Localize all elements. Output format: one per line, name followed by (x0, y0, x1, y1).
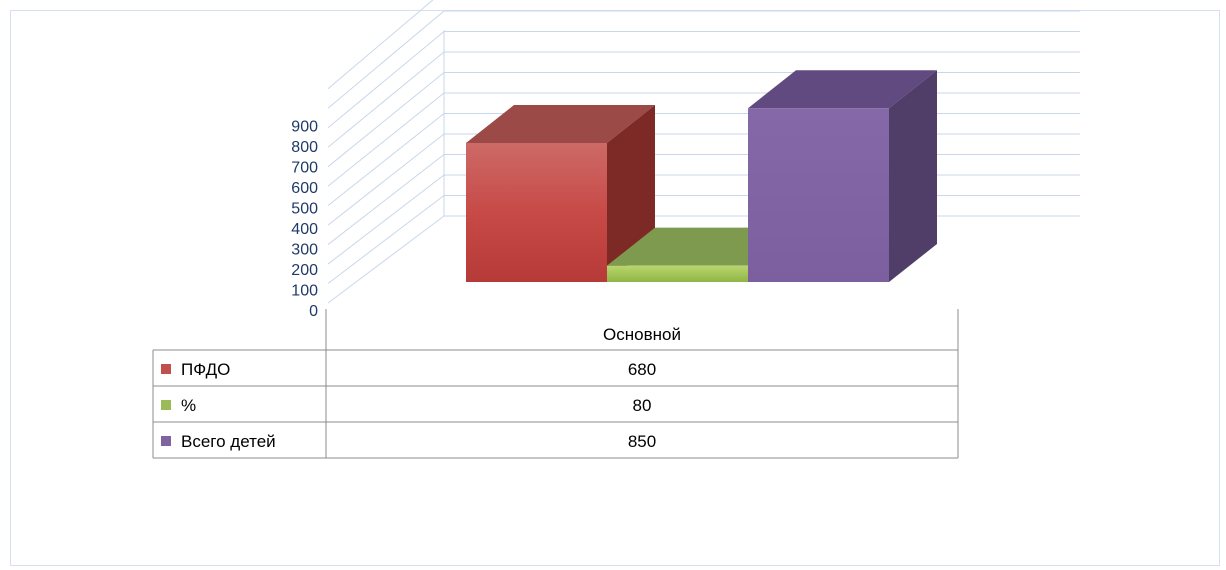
y-tick-label: 800 (291, 139, 318, 156)
gridline-side (327, 51, 445, 148)
table-header-label: Основной (603, 325, 681, 344)
bar-2 (748, 70, 937, 282)
y-tick-label: 600 (291, 180, 318, 197)
legend-swatch (161, 364, 171, 374)
gridline-side (327, 215, 445, 304)
bar-front (607, 265, 748, 282)
bar-front (466, 143, 607, 282)
bar-top (466, 105, 655, 143)
table-row-value: 680 (628, 360, 656, 379)
gridline-side (327, 113, 445, 207)
gridline-side (327, 31, 445, 129)
bar-top (748, 70, 937, 109)
y-tick-label: 0 (309, 303, 318, 320)
y-tick-label: 700 (291, 160, 318, 177)
gridline-side (327, 133, 445, 226)
gridlines (327, 0, 1080, 304)
gridline-side (327, 92, 445, 187)
bars (466, 70, 937, 282)
bar-0 (466, 105, 655, 282)
y-tick-label: 200 (291, 262, 318, 279)
y-tick-label: 300 (291, 242, 318, 259)
table-row-value: 850 (628, 432, 656, 451)
legend-swatch (161, 436, 171, 446)
data-table: Основной ПФДО 680% 80 Всего детей 850 (152, 309, 959, 459)
gridline-side (327, 0, 434, 90)
y-tick-label: 900 (291, 119, 318, 136)
table-row-label: % (181, 396, 196, 415)
y-tick-label: 400 (291, 221, 318, 238)
y-tick-label: 100 (291, 283, 318, 300)
gridline-side (327, 174, 445, 265)
gridline-side (327, 154, 445, 245)
table-row-value: 80 (633, 396, 652, 415)
table-row-label: Всего детей (181, 432, 276, 451)
bar-front (748, 108, 889, 282)
y-axis-ticks: 0 100 200 300 400 500 600 700 800 900 (291, 119, 318, 321)
table-row-label: ПФДО (181, 360, 230, 379)
y-tick-label: 500 (291, 201, 318, 218)
legend-swatch (161, 400, 171, 410)
gridline-side (327, 72, 445, 168)
gridline-side (327, 195, 445, 284)
gridline-side (327, 10, 445, 109)
chart-frame (10, 10, 1220, 566)
bar-side (889, 70, 937, 282)
